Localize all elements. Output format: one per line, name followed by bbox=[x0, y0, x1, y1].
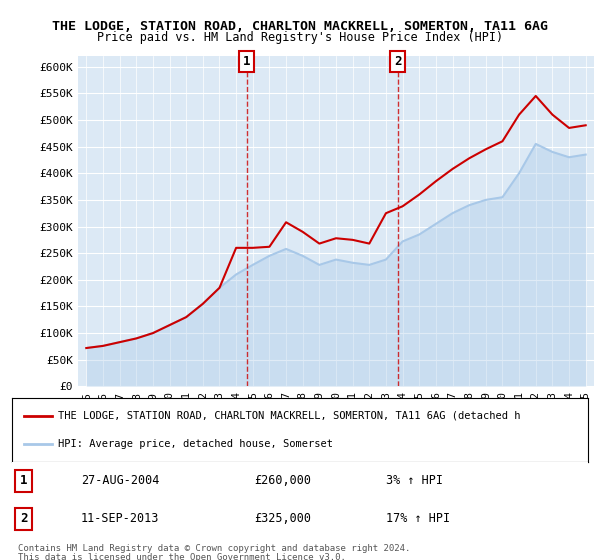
Text: 27-AUG-2004: 27-AUG-2004 bbox=[81, 474, 160, 487]
Text: 2: 2 bbox=[394, 55, 401, 68]
Text: 1: 1 bbox=[20, 474, 27, 487]
Text: 3% ↑ HPI: 3% ↑ HPI bbox=[386, 474, 443, 487]
Text: 1: 1 bbox=[243, 55, 251, 68]
Text: Contains HM Land Registry data © Crown copyright and database right 2024.: Contains HM Land Registry data © Crown c… bbox=[18, 544, 410, 553]
Text: 11-SEP-2013: 11-SEP-2013 bbox=[81, 512, 160, 525]
Text: THE LODGE, STATION ROAD, CHARLTON MACKRELL, SOMERTON, TA11 6AG: THE LODGE, STATION ROAD, CHARLTON MACKRE… bbox=[52, 20, 548, 32]
Text: 2: 2 bbox=[20, 512, 27, 525]
Text: This data is licensed under the Open Government Licence v3.0.: This data is licensed under the Open Gov… bbox=[18, 553, 346, 560]
Text: 17% ↑ HPI: 17% ↑ HPI bbox=[386, 512, 451, 525]
Text: Price paid vs. HM Land Registry's House Price Index (HPI): Price paid vs. HM Land Registry's House … bbox=[97, 31, 503, 44]
Text: £260,000: £260,000 bbox=[254, 474, 311, 487]
Text: THE LODGE, STATION ROAD, CHARLTON MACKRELL, SOMERTON, TA11 6AG (detached h: THE LODGE, STATION ROAD, CHARLTON MACKRE… bbox=[58, 410, 521, 421]
Text: HPI: Average price, detached house, Somerset: HPI: Average price, detached house, Some… bbox=[58, 439, 333, 449]
Text: £325,000: £325,000 bbox=[254, 512, 311, 525]
